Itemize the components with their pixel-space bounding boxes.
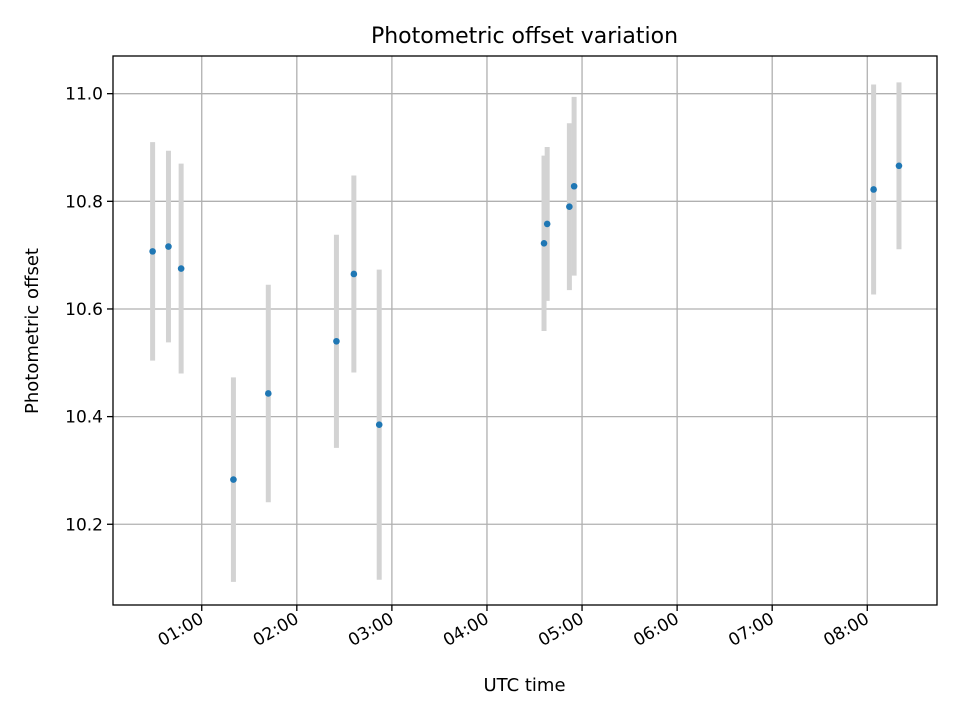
- data-point: [570, 182, 578, 190]
- x-tick-label: 03:00: [345, 609, 397, 651]
- data-point: [264, 390, 272, 397]
- data-point: [895, 162, 903, 170]
- plot-frame: [112, 55, 938, 606]
- y-tick-label: 11.0: [65, 85, 103, 105]
- y-tick-label: 10.8: [65, 192, 103, 212]
- data-point: [177, 265, 185, 272]
- data-point: [230, 476, 237, 483]
- x-tick-label: 01:00: [155, 609, 207, 651]
- y-tick-label: 10.4: [65, 408, 103, 428]
- x-tick-label: 02:00: [250, 609, 302, 651]
- data-point: [870, 186, 877, 193]
- x-tick-label: 08:00: [820, 609, 872, 651]
- y-axis-label: Photometric offset: [22, 248, 43, 414]
- error-bars: [150, 82, 902, 582]
- y-tick-label: 10.6: [65, 300, 103, 320]
- data-point: [543, 220, 551, 228]
- x-tick-label: 04:00: [440, 609, 492, 651]
- data-point: [566, 203, 573, 211]
- data-point: [540, 240, 548, 247]
- chart-title: Photometric offset variation: [371, 24, 678, 49]
- x-tick-label: 05:00: [535, 609, 587, 651]
- data-points: [149, 162, 903, 483]
- data-point: [333, 337, 340, 345]
- data-point: [165, 243, 172, 250]
- data-point: [149, 248, 156, 255]
- grid: [113, 56, 937, 605]
- axis-ticks: 01:00 02:00 03:00 04:00 05:00 06:00 07:00 08:00…: [65, 85, 873, 651]
- x-axis-label: UTC time: [483, 675, 565, 696]
- data-point: [375, 421, 383, 428]
- data-point: [350, 270, 358, 278]
- y-tick-label: 10.2: [65, 515, 103, 535]
- x-tick-label: 07:00: [725, 609, 777, 651]
- x-tick-label: 06:00: [630, 609, 682, 651]
